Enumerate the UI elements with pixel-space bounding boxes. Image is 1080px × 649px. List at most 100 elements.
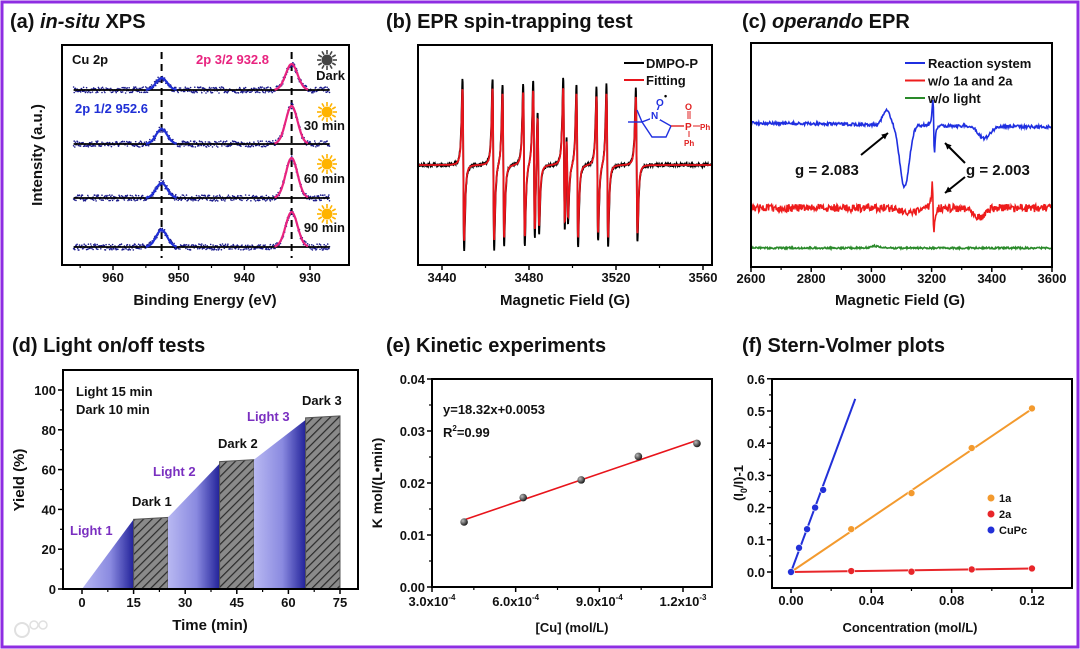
xps-data-point [84, 199, 87, 202]
xps-data-point [221, 86, 223, 88]
xps-data-point [87, 144, 89, 147]
xps-data-point [83, 243, 85, 245]
xps-data-point [117, 145, 120, 147]
xps-data-point [315, 146, 317, 148]
xps-data-point [240, 195, 243, 197]
xps-data-point [118, 195, 121, 198]
panel-b-title: (b) EPR spin-trapping test [386, 11, 633, 33]
xps-data-point [184, 86, 187, 88]
xps-data-point [246, 199, 248, 202]
xps-data-point [310, 248, 313, 250]
plot-box [417, 44, 713, 266]
y-tick-label: 0.00 [400, 580, 425, 595]
xps-data-point [138, 87, 140, 90]
xps-data-point [248, 141, 251, 144]
xps-data-point [215, 249, 218, 251]
xps-data-point [207, 141, 210, 143]
xps-data-point [195, 194, 198, 197]
xps-data-point [264, 244, 266, 246]
xps-data-point [159, 80, 162, 82]
xps-data-point [200, 144, 203, 147]
xps-data-point [264, 145, 267, 148]
xps-data-point [179, 248, 181, 250]
xps-data-point [125, 248, 127, 250]
xps-data-point [201, 194, 203, 196]
sun-ray [331, 114, 337, 118]
x-tick-label: 3200 [917, 271, 946, 286]
light-label: Light 1 [70, 523, 113, 538]
spectrum-label: Dark [316, 68, 346, 83]
xps-fit-2p12 [145, 76, 177, 91]
xps-data-point [132, 144, 135, 147]
data-point-2a [967, 565, 976, 574]
xps-data-point [261, 247, 264, 250]
xps-data-point [157, 76, 159, 79]
data-point [460, 518, 468, 526]
panel-b-epr-spin-trapping: (b) EPR spin-trapping test 3440 3480 3520 35… [386, 11, 717, 309]
xps-data-point [212, 199, 214, 201]
xps-data-point [134, 86, 137, 88]
light-segment [168, 463, 220, 589]
xps-data-point [104, 195, 106, 197]
sun-ray [329, 204, 333, 210]
dark-segment [219, 459, 255, 590]
xps-data-point [120, 91, 123, 94]
xps-data-point [326, 90, 329, 93]
xps-fit-2p12 [145, 181, 177, 199]
xps-data-point [101, 194, 103, 196]
xps-data-point [272, 195, 274, 197]
legend-marker [987, 494, 995, 502]
xps-data-point [227, 145, 230, 148]
xps-data-point [218, 194, 221, 196]
x-tick-label: 60 [281, 595, 295, 610]
xps-data-point [202, 194, 204, 197]
xps-data-point [250, 91, 252, 93]
xps-data-point [242, 90, 244, 93]
xps-data-point [303, 240, 306, 242]
xps-data-point [205, 248, 208, 250]
x-axis-label: Binding Energy (eV) [133, 292, 276, 309]
xps-data-point [187, 198, 190, 201]
xps-data-point [240, 249, 242, 251]
atom-n: N [651, 111, 658, 122]
xps-data-point [222, 140, 225, 143]
x-tick-label: 3400 [977, 271, 1006, 286]
xps-data-point [324, 194, 326, 196]
xps-data-point [231, 248, 233, 250]
xps-data-point [323, 141, 326, 143]
xps-data-point [177, 145, 179, 148]
dark-label: Dark 1 [132, 494, 172, 509]
xps-data-point [241, 244, 243, 246]
xps-data-point [128, 248, 130, 250]
xps-data-point [218, 141, 220, 143]
x-tick-label: 3.0x10-4 [409, 593, 456, 609]
x-tick-label: 3600 [1038, 271, 1067, 286]
sun-ray [321, 102, 325, 108]
xps-data-point [129, 249, 132, 251]
legend-label: Reaction system [928, 56, 1031, 71]
xps-data-point [110, 145, 113, 148]
x-tick-label: 75 [333, 595, 347, 610]
xps-data-point [77, 90, 80, 93]
xps-data-point [183, 145, 185, 147]
light-segment [254, 419, 306, 589]
xps-data-point [92, 248, 94, 251]
xps-data-point [111, 243, 114, 246]
xps-data-point [126, 140, 128, 143]
xps-data-point [199, 243, 201, 246]
sun-ray [331, 158, 337, 162]
xps-data-point [181, 194, 184, 196]
data-point [577, 476, 586, 484]
xps-data-point [237, 92, 240, 94]
light-label: Light 3 [247, 409, 290, 424]
xps-data-point [224, 243, 227, 246]
xps-data-point [232, 195, 234, 198]
sun-ray [331, 54, 337, 58]
xps-data-point [128, 87, 130, 89]
xps-data-point [124, 92, 127, 94]
dark-label: Dark 3 [302, 393, 342, 408]
x-axis-label: Time (min) [172, 617, 248, 634]
xps-data-point [204, 141, 207, 143]
xps-data-point [221, 199, 223, 201]
xps-data-point [234, 247, 237, 250]
